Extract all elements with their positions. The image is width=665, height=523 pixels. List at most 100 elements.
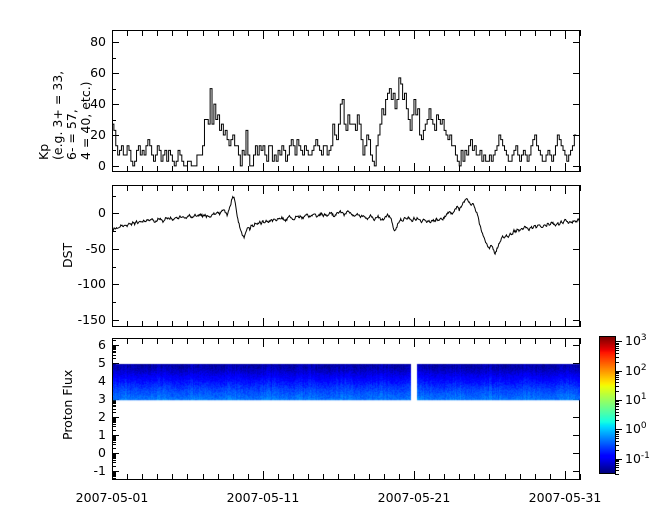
colorbar-minor-tick <box>615 391 619 392</box>
xtick-minor-mark <box>278 30 279 36</box>
xtick-minor-mark <box>550 321 551 327</box>
xtick-major-mark <box>565 163 566 172</box>
xtick-minor-mark <box>338 185 339 191</box>
xtick-minor-mark <box>444 30 445 36</box>
xtick-minor-mark <box>474 321 475 327</box>
xtick-minor-mark <box>580 30 581 36</box>
xtick-minor-mark <box>142 166 143 172</box>
colorbar-gradient <box>600 337 615 473</box>
dst-data-line <box>112 195 580 256</box>
xtick-minor-mark <box>384 321 385 327</box>
xtick-minor-mark <box>127 30 128 36</box>
xtick-minor-mark <box>157 166 158 172</box>
xtick-minor-mark <box>489 321 490 327</box>
xtick-minor-mark <box>172 166 173 172</box>
kp-axis-title-line: Kp <box>36 143 51 160</box>
xtick-minor-mark <box>323 166 324 172</box>
xtick-minor-mark <box>535 166 536 172</box>
kp-data-line <box>112 77 577 167</box>
xtick-major-mark <box>414 185 415 194</box>
xtick-minor-mark <box>218 321 219 327</box>
colorbar-minor-tick <box>615 438 619 439</box>
colorbar-major-tick <box>615 341 622 342</box>
colorbar-minor-tick <box>615 375 619 376</box>
proton-flux-axis-title: Proton Flux <box>60 369 75 440</box>
colorbar-minor-tick <box>615 460 619 461</box>
ytick-minor-mark <box>112 150 116 151</box>
xtick-minor-mark <box>399 185 400 191</box>
xtick-minor-mark <box>172 321 173 327</box>
xtick-minor-mark <box>429 166 430 172</box>
xtick-minor-mark <box>233 30 234 36</box>
xtick-major-mark <box>565 185 566 194</box>
xtick-minor-mark <box>399 30 400 36</box>
xtick-minor-mark <box>459 166 460 172</box>
xtick-minor-mark <box>444 185 445 191</box>
xtick-minor-mark <box>293 321 294 327</box>
xtick-minor-mark <box>248 30 249 36</box>
xtick-minor-mark <box>142 321 143 327</box>
xtick-minor-mark <box>550 166 551 172</box>
ytick-label: 5 <box>98 355 106 370</box>
xtick-minor-mark <box>323 321 324 327</box>
xtick-minor-mark <box>218 185 219 191</box>
xtick-major-mark <box>112 185 113 194</box>
xtick-minor-mark <box>580 474 581 480</box>
colorbar-minor-tick <box>615 350 619 351</box>
ytick-label: 20 <box>90 127 106 142</box>
dst-axis-title: DST <box>60 242 75 268</box>
colorbar-tick-label: 103 <box>625 333 647 349</box>
ytick-minor-mark <box>112 58 116 59</box>
xtick-minor-mark <box>505 166 506 172</box>
xtick-minor-mark <box>459 321 460 327</box>
xtick-minor-mark <box>278 185 279 191</box>
colorbar-minor-tick <box>615 470 619 471</box>
xtick-minor-mark <box>308 185 309 191</box>
xtick-minor-mark <box>203 30 204 36</box>
xtick-major-mark <box>263 318 264 327</box>
xtick-minor-mark <box>157 185 158 191</box>
colorbar-major-tick <box>615 400 622 401</box>
xtick-minor-mark <box>187 30 188 36</box>
xtick-minor-mark <box>369 30 370 36</box>
xtick-minor-mark <box>248 166 249 172</box>
colorbar-minor-tick <box>615 436 619 437</box>
colorbar-minor-tick <box>615 441 619 442</box>
colorbar-minor-tick <box>615 420 619 421</box>
xtick-minor-mark <box>354 185 355 191</box>
xtick-minor-mark <box>520 30 521 36</box>
ytick-minor-mark <box>112 42 116 43</box>
xtick-minor-mark <box>489 166 490 172</box>
colorbar-minor-tick <box>615 343 619 344</box>
xtick-minor-mark <box>187 321 188 327</box>
xtick-minor-mark <box>384 166 385 172</box>
ytick-mark <box>573 213 580 214</box>
xtick-minor-mark <box>550 185 551 191</box>
proton-flux-spectrogram <box>113 339 580 480</box>
colorbar-tick-label: 102 <box>625 363 647 379</box>
dst-panel-frame <box>112 185 580 327</box>
ytick-minor-mark <box>112 302 116 303</box>
xtick-minor-mark <box>399 321 400 327</box>
xtick-minor-mark <box>384 30 385 36</box>
colorbar-minor-tick <box>615 406 619 407</box>
ytick-minor-mark <box>112 166 116 167</box>
ytick-label: 0 <box>98 445 106 460</box>
xtick-minor-mark <box>293 185 294 191</box>
xtick-minor-mark <box>308 321 309 327</box>
xtick-minor-mark <box>127 321 128 327</box>
colorbar-minor-tick <box>615 377 619 378</box>
xtick-minor-mark <box>474 166 475 172</box>
ytick-minor-mark <box>112 213 116 214</box>
ytick-label: 2 <box>98 409 106 424</box>
colorbar-minor-tick <box>615 461 619 462</box>
xtick-minor-mark <box>429 30 430 36</box>
xtick-minor-mark <box>505 185 506 191</box>
xtick-major-mark <box>414 318 415 327</box>
xtick-minor-mark <box>338 30 339 36</box>
xtick-major-mark <box>112 338 113 347</box>
colorbar-tick-label: 100 <box>625 421 647 437</box>
kp-axis-title-line: 6- = 57, <box>64 109 79 160</box>
xtick-minor-mark <box>142 30 143 36</box>
xtick-minor-mark <box>369 321 370 327</box>
